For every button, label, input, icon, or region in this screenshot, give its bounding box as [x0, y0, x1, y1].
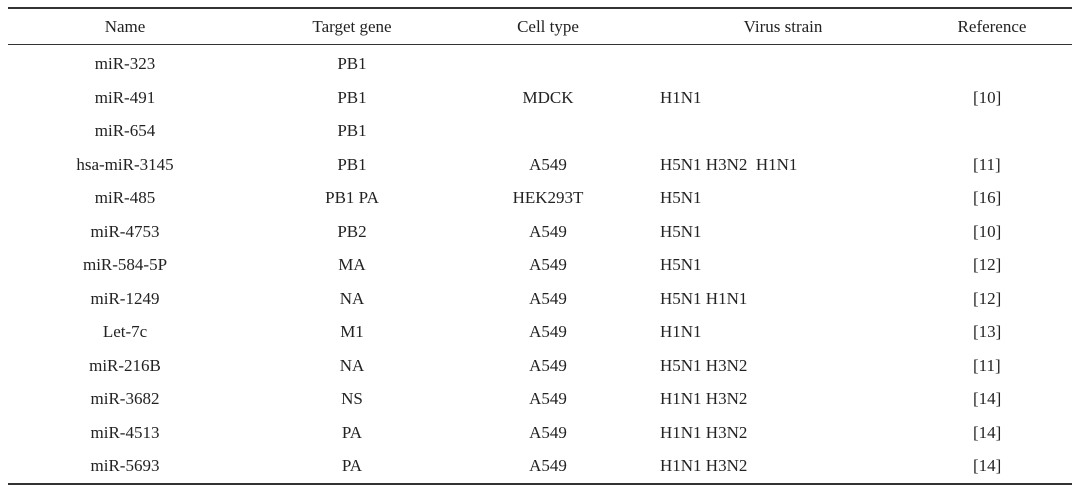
- ref-cell: [16]: [973, 188, 1002, 207]
- name-cell: miR-491: [94, 87, 156, 107]
- virus-cell: H1N1: [660, 87, 702, 107]
- virus-cell: H1N1: [660, 322, 702, 341]
- virus-cell: H1N1 H3N2: [660, 389, 748, 408]
- cell-cell: A549: [529, 154, 567, 174]
- header-rule: [8, 44, 1072, 45]
- ref-cell: [11]: [973, 154, 1001, 174]
- target-cell: NA: [339, 288, 365, 308]
- target-cell: NA: [339, 355, 365, 375]
- name-cell: miR-4753: [90, 221, 160, 241]
- ref-cell: [10]: [973, 221, 1002, 241]
- target-cell: PA: [341, 422, 363, 442]
- virus-cell: H5N1 H3N2: [660, 355, 748, 375]
- cell-cell: A549: [529, 221, 567, 241]
- column-header: Name: [104, 17, 146, 36]
- target-cell: PB1: [337, 54, 367, 73]
- virus-cell: H5N1 H1N1: [660, 288, 748, 308]
- cell-cell: MDCK: [522, 87, 574, 107]
- target-cell: PA: [341, 456, 363, 475]
- cell-cell: A549: [529, 389, 567, 408]
- virus-cell: H5N1: [660, 221, 702, 241]
- name-cell: miR-584-5P: [82, 255, 168, 274]
- target-cell: PB1: [337, 154, 367, 174]
- ref-cell: [13]: [973, 322, 1002, 341]
- ref-cell: [14]: [973, 389, 1002, 408]
- column-header: Target gene: [312, 17, 392, 36]
- name-cell: Let-7c: [102, 322, 148, 341]
- top-rule: [8, 7, 1072, 9]
- column-header: Reference: [957, 17, 1027, 36]
- virus-cell: H1N1 H3N2: [660, 456, 748, 475]
- ref-cell: [12]: [973, 288, 1002, 308]
- cell-cell: HEK293T: [512, 188, 584, 207]
- target-cell: PB1: [337, 121, 367, 140]
- name-cell: miR-3682: [90, 389, 160, 408]
- cell-cell: A549: [529, 255, 567, 274]
- target-cell: MA: [338, 255, 366, 274]
- name-cell: miR-5693: [90, 456, 160, 475]
- name-cell: miR-216B: [89, 355, 161, 375]
- target-cell: PB1: [337, 87, 367, 107]
- virus-cell: H5N1: [660, 188, 702, 207]
- cell-cell: A549: [529, 422, 567, 442]
- column-header: Virus strain: [743, 17, 823, 36]
- cell-cell: A549: [529, 322, 567, 341]
- name-cell: miR-1249: [90, 288, 160, 308]
- ref-cell: [14]: [973, 422, 1002, 442]
- target-cell: PB2: [337, 221, 367, 241]
- name-cell: hsa-miR-3145: [76, 154, 174, 174]
- ref-cell: [11]: [973, 355, 1001, 375]
- name-cell: miR-4513: [90, 422, 160, 442]
- cell-cell: A549: [529, 288, 567, 308]
- ref-cell: [12]: [973, 255, 1002, 274]
- virus-cell: H1N1 H3N2: [660, 422, 748, 442]
- target-cell: NS: [341, 389, 363, 408]
- target-cell: PB1 PA: [325, 188, 379, 207]
- column-header: Cell type: [517, 17, 579, 36]
- ref-cell: [14]: [973, 456, 1002, 475]
- ref-cell: [10]: [973, 87, 1002, 107]
- target-cell: M1: [340, 322, 364, 341]
- bottom-rule: [8, 483, 1072, 485]
- name-cell: miR-654: [94, 121, 156, 140]
- cell-cell: A549: [529, 355, 567, 375]
- name-cell: miR-323: [94, 54, 156, 73]
- cell-cell: A549: [529, 456, 567, 475]
- name-cell: miR-485: [94, 188, 156, 207]
- virus-cell: H5N1 H3N2 H1N1: [660, 154, 798, 174]
- virus-cell: H5N1: [660, 255, 702, 274]
